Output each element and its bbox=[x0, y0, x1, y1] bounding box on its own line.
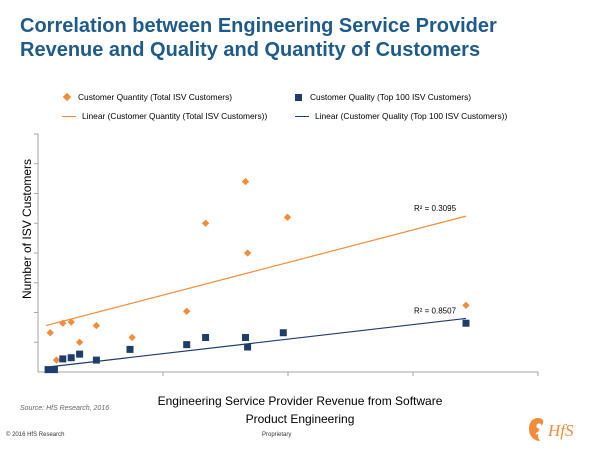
quality-point bbox=[242, 333, 249, 341]
legend-label-quantity-points: Customer Quantity (Total ISV Customers) bbox=[78, 92, 233, 102]
legend-label-quantity-linear: Linear (Customer Quantity (Total ISV Cus… bbox=[82, 111, 268, 121]
quality-point bbox=[59, 355, 67, 363]
quantity-r2-label: R² = 0.3095 bbox=[414, 204, 457, 213]
quality-point bbox=[462, 319, 470, 327]
x-axis-label-text: Engineering Service Provider Revenue fro… bbox=[157, 394, 443, 426]
quality-point bbox=[126, 345, 134, 353]
quality-point bbox=[92, 356, 100, 364]
quantity-point bbox=[46, 329, 54, 337]
quality-point bbox=[76, 350, 84, 358]
proprietary-text: Proprietary bbox=[262, 432, 292, 438]
quality-r2-label: R² = 0.8507 bbox=[414, 306, 457, 315]
quantity-point bbox=[241, 177, 250, 186]
quality-point bbox=[67, 354, 75, 362]
quality-trendline bbox=[45, 317, 467, 368]
y-axis-label: Number of ISV Customers bbox=[20, 158, 34, 299]
square-marker-icon bbox=[295, 93, 302, 101]
x-axis-label: Engineering Service Provider Revenue fro… bbox=[150, 392, 450, 428]
quantity-point bbox=[462, 301, 470, 310]
hfs-logo: HfS bbox=[526, 414, 592, 444]
quality-point bbox=[44, 366, 52, 374]
quality-point bbox=[244, 343, 252, 351]
legend-item-quality-points: Customer Quality (Top 100 ISV Customers) bbox=[295, 92, 471, 102]
chart-title-line-2: Revenue and Quality and Quantity of Cust… bbox=[20, 39, 481, 61]
quantity-trendline bbox=[45, 215, 467, 327]
copyright-text: © 2016 HfS Research bbox=[6, 432, 65, 438]
quantity-point bbox=[75, 338, 84, 346]
quality-point bbox=[50, 366, 58, 374]
orange-line-icon bbox=[62, 115, 76, 117]
legend-label-quality-points: Customer Quality (Top 100 ISV Customers) bbox=[310, 92, 472, 102]
quantity-point bbox=[283, 213, 292, 221]
navy-line-icon bbox=[295, 115, 309, 117]
quantity-point bbox=[183, 307, 191, 315]
quality-point bbox=[202, 333, 210, 341]
quantity-point bbox=[128, 333, 136, 342]
legend-label-quality-linear: Linear (Customer Quality (Top 100 ISV Cu… bbox=[315, 111, 508, 121]
hfs-logo-icon: HfS bbox=[529, 418, 574, 441]
legend-item-quantity-linear: Linear (Customer Quantity (Total ISV Cus… bbox=[62, 111, 267, 121]
quantity-point bbox=[59, 319, 67, 327]
quantity-point bbox=[92, 321, 101, 330]
quantity-point bbox=[243, 249, 252, 257]
legend-item-quality-linear: Linear (Customer Quality (Top 100 ISV Cu… bbox=[295, 111, 507, 121]
quantity-point bbox=[201, 219, 210, 227]
quality-point bbox=[279, 329, 287, 337]
quantity-point bbox=[52, 356, 61, 364]
chart-title-line-1: Correlation between Engineering Service … bbox=[20, 15, 497, 37]
logo-text: HfS bbox=[547, 421, 574, 440]
legend-item-quantity-points: Customer Quantity (Total ISV Customers) bbox=[62, 92, 232, 102]
source-note: Source: HfS Research, 2016 bbox=[20, 405, 110, 412]
quality-point bbox=[183, 341, 191, 349]
chart-title: Correlation between Engineering Service … bbox=[20, 14, 580, 62]
